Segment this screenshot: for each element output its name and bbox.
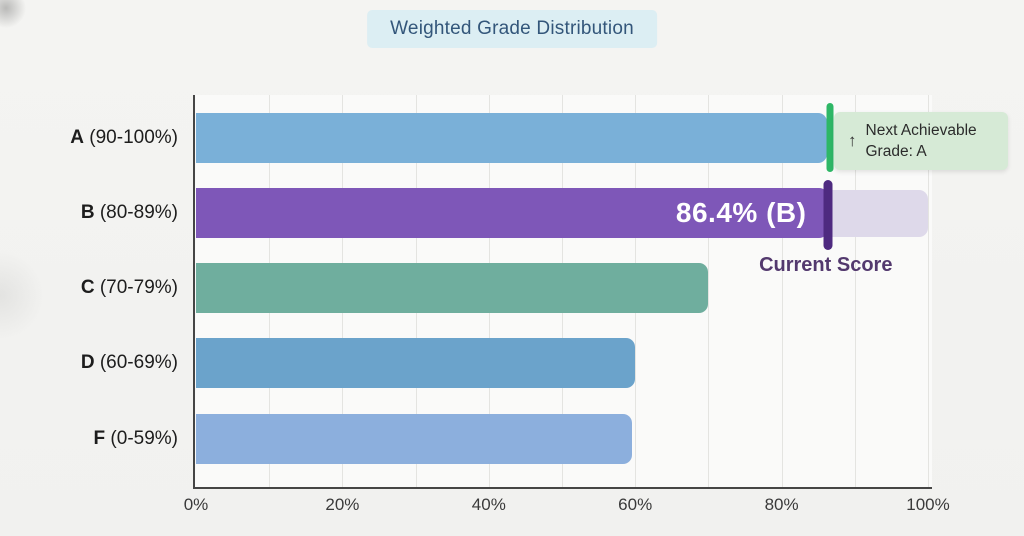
bar-row-f bbox=[196, 414, 928, 464]
next-grade-line1: Next Achievable bbox=[865, 122, 977, 139]
y-axis-line bbox=[193, 95, 195, 489]
category-label-f: F (0-59%) bbox=[0, 414, 178, 464]
gridline-80 bbox=[781, 95, 783, 487]
grade-letter-b: B bbox=[80, 202, 95, 223]
bar-d bbox=[196, 338, 636, 388]
category-label-d: D (60-69%) bbox=[0, 338, 178, 388]
grade-range-d: (60-69%) bbox=[99, 352, 178, 373]
grade-range-c: (70-79%) bbox=[99, 277, 178, 298]
gridline-100 bbox=[928, 95, 929, 487]
up-arrow-icon: ↑ bbox=[848, 131, 857, 150]
category-label-b: B (80-89%) bbox=[0, 188, 178, 238]
grade-letter-c: C bbox=[80, 277, 95, 298]
x-tick-60: 60% bbox=[618, 495, 653, 514]
x-tick-100: 100% bbox=[906, 495, 950, 514]
chart-title: Weighted Grade Distribution bbox=[367, 10, 657, 48]
next-grade-line2: Grade: A bbox=[865, 143, 927, 160]
next-grade-badge: ↑ Next Achievable Grade: A bbox=[834, 112, 1008, 170]
grade-letter-a: A bbox=[70, 127, 84, 148]
x-tick-0: 0% bbox=[183, 495, 209, 514]
grade-range-a: (90-100%) bbox=[89, 127, 178, 148]
x-tick-40: 40% bbox=[471, 495, 506, 514]
grade-range-f: (0-59%) bbox=[110, 428, 178, 449]
gridline-70 bbox=[708, 95, 710, 487]
x-tick-80: 80% bbox=[764, 495, 799, 514]
bar-row-d bbox=[196, 338, 928, 388]
bar-f bbox=[196, 414, 632, 464]
bar-row-c bbox=[196, 263, 928, 313]
next-grade-badge-text: Next Achievable Grade: A bbox=[866, 120, 977, 162]
bar-row-a bbox=[196, 113, 928, 163]
grade-range-b: (80-89%) bbox=[99, 202, 178, 223]
current-score-marker-line bbox=[823, 180, 833, 250]
plot-area: 86.4% (B) Current Score ↑ Next Achievabl… bbox=[184, 95, 1008, 514]
next-grade-marker-line bbox=[826, 103, 834, 172]
bar-b-remaining-track bbox=[828, 190, 928, 237]
x-tick-20: 20% bbox=[325, 495, 360, 514]
category-label-a: A (90-100%) bbox=[0, 113, 178, 163]
gridline-90 bbox=[854, 95, 856, 487]
grade-letter-f: F bbox=[93, 428, 106, 449]
bar-c bbox=[196, 263, 709, 313]
grade-letter-d: D bbox=[80, 352, 95, 373]
bar-a bbox=[196, 113, 827, 163]
category-label-c: C (70-79%) bbox=[0, 263, 178, 313]
bar-b: 86.4% (B) bbox=[196, 188, 829, 238]
bar-row-b: 86.4% (B) bbox=[196, 188, 928, 238]
current-score-label: Current Score bbox=[759, 254, 893, 276]
current-score-bar-label: 86.4% (B) bbox=[675, 197, 807, 228]
x-axis-line bbox=[193, 487, 932, 489]
